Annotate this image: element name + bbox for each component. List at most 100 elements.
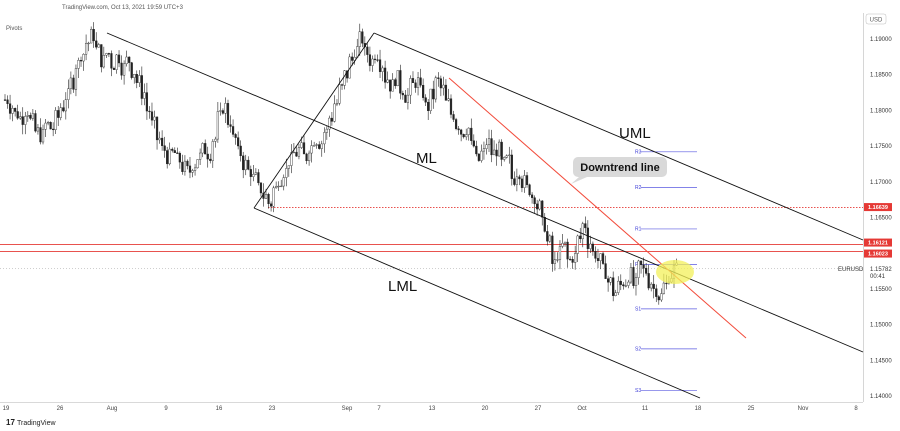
candle	[79, 56, 83, 67]
candle	[117, 50, 121, 68]
candle	[652, 275, 655, 299]
candle	[92, 22, 95, 48]
candle	[579, 227, 582, 244]
candle	[201, 142, 204, 158]
candle	[655, 284, 658, 303]
candle	[601, 251, 605, 265]
candle	[69, 71, 72, 95]
candle	[604, 255, 607, 279]
candle	[657, 295, 660, 305]
highlight-ellipse[interactable]	[656, 260, 694, 284]
candle	[505, 154, 508, 159]
downtrend-callout[interactable]: Downtrend line	[571, 157, 667, 184]
candle	[285, 158, 288, 187]
lower-median-line[interactable]	[253, 207, 701, 399]
candle	[242, 151, 245, 179]
candle	[624, 279, 627, 288]
candle	[120, 55, 123, 80]
level-price-text: 1.16639	[868, 205, 888, 211]
candle	[112, 66, 116, 70]
candle	[414, 79, 417, 93]
currency-badge[interactable]	[865, 13, 887, 25]
candle	[325, 125, 328, 140]
candle	[634, 272, 638, 296]
candle	[546, 225, 549, 246]
y-tick-label: 1.15000	[870, 323, 892, 329]
ml-label: ML	[416, 150, 437, 167]
y-tick-label: 1.17000	[870, 180, 892, 186]
candle	[645, 263, 648, 276]
candle	[617, 276, 620, 296]
upper-median-line[interactable]	[373, 32, 864, 241]
candle	[566, 238, 569, 268]
candle	[487, 129, 491, 153]
candle	[650, 282, 653, 292]
candle	[530, 192, 534, 204]
candle	[399, 64, 402, 100]
candle	[548, 234, 551, 244]
candle	[67, 79, 70, 109]
downtrend-callout-text: Downtrend line	[580, 162, 659, 174]
candle	[193, 163, 197, 176]
candle	[188, 156, 192, 179]
pivot-label: P	[635, 262, 639, 268]
candle	[206, 146, 209, 168]
candle	[467, 127, 470, 141]
x-tick-label: Sep	[342, 406, 353, 412]
candle	[310, 140, 313, 163]
candle	[90, 26, 93, 44]
candle	[424, 94, 427, 107]
candle	[46, 120, 50, 126]
candle	[123, 60, 126, 85]
x-tick-label: 7	[377, 406, 381, 412]
candle	[581, 221, 584, 248]
candle	[16, 104, 19, 120]
candle	[596, 248, 600, 269]
downtrend-callout-box	[573, 157, 667, 177]
x-tick-label: Nov	[798, 406, 809, 412]
pivot-label: S3	[635, 388, 641, 394]
downtrend-line[interactable]	[448, 77, 747, 339]
y-tick-label: 1.15500	[870, 287, 892, 293]
candle	[252, 165, 255, 182]
candle	[323, 127, 326, 153]
candle	[351, 52, 354, 66]
candle	[24, 111, 27, 135]
candle	[153, 110, 156, 129]
candle	[209, 153, 212, 164]
x-tick-label: 18	[695, 406, 702, 412]
candle	[368, 46, 372, 72]
candle	[110, 50, 113, 77]
x-tick-label: Oct	[577, 406, 587, 412]
andrews-pitchfork[interactable]	[106, 32, 864, 399]
candle	[622, 282, 625, 290]
candle	[105, 52, 108, 59]
candle	[138, 70, 141, 88]
candle	[31, 109, 34, 121]
candle	[100, 44, 103, 73]
candle	[490, 129, 493, 163]
candle	[133, 73, 136, 84]
candle	[508, 146, 511, 164]
pivot-label: S2	[635, 346, 641, 352]
candle	[254, 168, 257, 176]
pivot-label: R3	[635, 149, 642, 155]
candle	[231, 119, 235, 138]
x-tick-label: 11	[642, 406, 649, 412]
candle	[59, 103, 62, 121]
x-tick-label: 27	[535, 406, 542, 412]
candle	[171, 147, 174, 153]
candle	[561, 233, 564, 249]
candle	[429, 88, 432, 114]
uml-label: UML	[619, 125, 651, 142]
candle	[492, 140, 496, 156]
candle	[183, 155, 187, 176]
candle	[396, 70, 399, 87]
candle	[607, 275, 610, 292]
candle	[576, 234, 579, 263]
candle	[135, 70, 138, 89]
median-line[interactable]	[106, 32, 864, 353]
level-price-text: 1.16023	[868, 252, 888, 258]
candle	[204, 139, 207, 155]
